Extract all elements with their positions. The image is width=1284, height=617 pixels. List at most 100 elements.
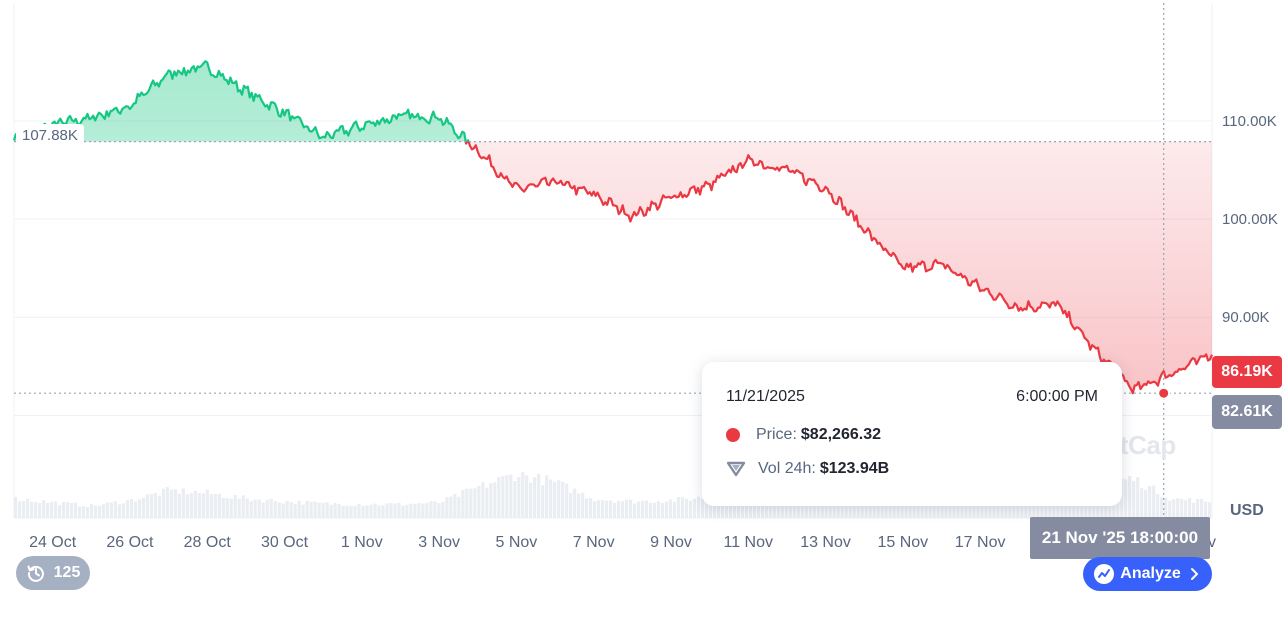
volume-bar	[393, 503, 397, 518]
volume-bar	[848, 501, 852, 518]
volume-bar	[1196, 498, 1200, 518]
volume-bar	[317, 502, 321, 518]
volume-bar	[840, 496, 844, 518]
volume-bar	[660, 503, 665, 518]
volume-bar	[53, 501, 58, 518]
x-tick-label: 11 Nov	[724, 534, 774, 551]
volume-bar	[269, 498, 273, 518]
volume-bar	[652, 502, 657, 518]
volume-bar	[1204, 501, 1208, 518]
price-line-up	[12, 60, 470, 142]
volume-bar	[864, 502, 868, 518]
volume-bar	[97, 505, 102, 518]
x-tick-label: 15 Nov	[877, 534, 928, 551]
volume-bar	[129, 499, 133, 518]
volume-bar	[637, 501, 641, 518]
volume-bar	[1132, 480, 1136, 518]
volume-bar	[780, 495, 784, 518]
volume-bar	[113, 501, 117, 518]
volume-bar	[249, 501, 253, 518]
volume-bar	[493, 482, 497, 518]
volume-bar	[445, 497, 449, 518]
volume-bar	[30, 501, 34, 518]
hover-point	[1157, 386, 1171, 400]
tooltip-header: 11/21/2025 6:00:00 PM	[726, 388, 1098, 406]
x-tick-label: 28 Oct	[184, 534, 232, 551]
volume-bar	[165, 487, 169, 518]
volume-bar	[325, 502, 329, 518]
volume-icon	[726, 461, 746, 477]
volume-bar	[549, 479, 553, 518]
volume-bar	[804, 495, 808, 518]
volume-bar	[34, 501, 38, 518]
volume-bar	[872, 495, 876, 518]
volume-bar	[688, 500, 693, 518]
analyze-button[interactable]: Analyze	[1083, 557, 1212, 591]
volume-bar	[245, 498, 249, 518]
volume-bar	[77, 506, 82, 518]
volume-bar	[433, 501, 437, 518]
volume-bar	[816, 496, 820, 518]
area-layer	[14, 61, 1212, 394]
volume-bar	[856, 501, 860, 518]
volume-bar	[133, 501, 137, 518]
volume-bar	[425, 502, 429, 518]
volume-bar	[1192, 502, 1196, 518]
volume-bar	[289, 502, 293, 518]
volume-bar	[365, 505, 369, 518]
volume-bar	[177, 493, 181, 518]
volume-bar	[573, 488, 577, 518]
volume-bar	[700, 499, 705, 518]
volume-bar	[585, 498, 589, 518]
volume-bar	[1168, 500, 1172, 518]
volume-bar	[181, 488, 185, 518]
volume-bar	[357, 504, 361, 518]
volume-bar	[1160, 497, 1164, 518]
volume-bar	[601, 500, 605, 518]
volume-bar	[1208, 502, 1212, 518]
volume-bar	[489, 483, 493, 518]
volume-bar	[205, 489, 209, 518]
volume-bar	[201, 493, 205, 518]
volume-bar	[828, 495, 832, 518]
volume-bar	[437, 503, 441, 518]
volume-bar	[457, 496, 461, 518]
volume-bar	[381, 505, 385, 518]
volume-bar	[105, 502, 109, 518]
volume-bar	[625, 499, 629, 518]
volume-bar	[329, 504, 333, 518]
volume-bar	[788, 494, 792, 518]
volume-bar	[597, 500, 601, 518]
volume-bar	[225, 498, 229, 518]
history-button[interactable]: 125	[16, 556, 90, 590]
volume-bar	[1184, 500, 1188, 518]
x-tick-label: 13 Nov	[800, 534, 851, 551]
volume-bar	[1200, 499, 1204, 518]
volume-bar	[1180, 498, 1184, 518]
loss-area	[14, 141, 1212, 394]
crosshair-date-label: 21 Nov '25 18:00:00	[1030, 517, 1210, 559]
volume-bar	[609, 500, 613, 518]
volume-bar	[233, 495, 237, 518]
volume-bar	[1124, 479, 1128, 518]
x-tick-label: 9 Nov	[650, 534, 692, 551]
volume-bar	[844, 498, 848, 518]
currency-label: USD	[1230, 502, 1264, 519]
volume-bar	[589, 498, 593, 518]
volume-bar	[341, 506, 345, 518]
volume-bar	[345, 505, 349, 518]
volume-bar	[832, 497, 836, 518]
analyze-ai-icon	[1094, 564, 1115, 584]
volume-bar	[149, 494, 153, 518]
volume-bar	[776, 495, 780, 518]
volume-bar	[397, 502, 401, 518]
volume-bar	[824, 499, 828, 518]
volume-bar	[836, 497, 840, 518]
price-line-down	[464, 141, 1214, 395]
tooltip-volume-value: $123.94B	[819, 460, 890, 477]
volume-bar	[389, 503, 393, 518]
volume-bar	[313, 501, 317, 518]
volume-bar	[22, 501, 26, 518]
volume-bar	[405, 504, 409, 518]
volume-bar	[197, 493, 201, 518]
